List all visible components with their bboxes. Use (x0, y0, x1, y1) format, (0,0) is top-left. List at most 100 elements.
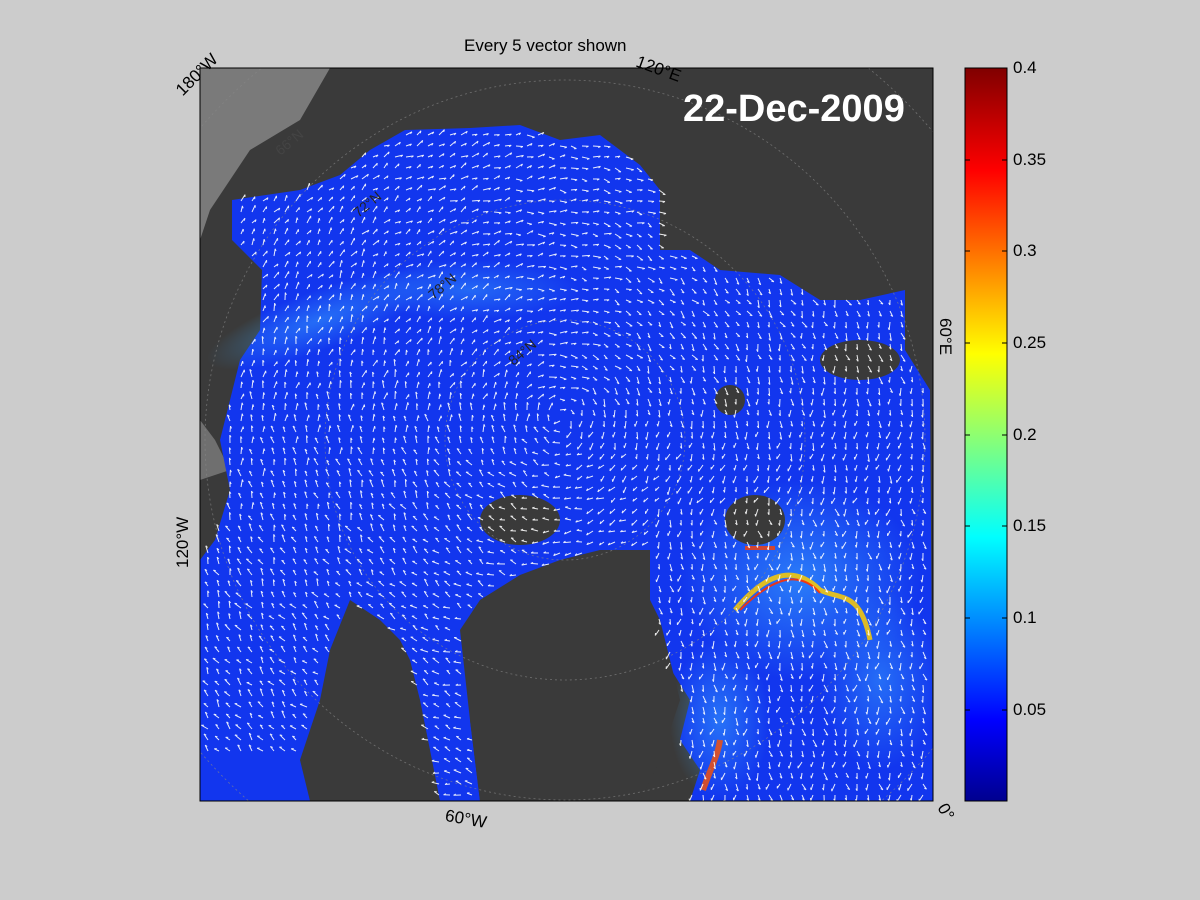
drift-vector-head (332, 294, 335, 298)
drift-vector (768, 387, 771, 396)
drift-vector-head (565, 464, 569, 467)
drift-vector-head (454, 328, 457, 332)
drift-vector-head (273, 458, 276, 462)
drift-vector-head (461, 349, 464, 353)
drift-vector (575, 486, 583, 489)
drift-vector (382, 447, 385, 455)
drift-vector-head (408, 242, 412, 246)
drift-vector-head (250, 624, 253, 627)
drift-vector (646, 431, 649, 440)
drift-vector-head (292, 569, 296, 572)
drift-vector (656, 574, 660, 583)
drift-vector (537, 265, 546, 268)
drift-vector (909, 365, 913, 373)
drift-vector-head (923, 547, 927, 550)
drift-vector (898, 497, 902, 505)
drift-vector-head (254, 219, 257, 223)
drift-vector-head (228, 457, 232, 461)
drift-vector-head (799, 479, 802, 483)
drift-vector (394, 262, 401, 268)
drift-vector (746, 354, 748, 362)
drift-vector (245, 659, 253, 664)
drift-vector (240, 194, 246, 202)
drift-vector-head (900, 314, 903, 318)
drift-vector-head (714, 567, 718, 570)
drift-vector (845, 475, 848, 483)
drift-vector (423, 558, 429, 565)
drift-vector (335, 503, 341, 510)
drift-vector-head (813, 556, 817, 560)
drift-vector (690, 453, 693, 462)
drift-vector (282, 447, 286, 455)
drift-vector-head (690, 512, 692, 516)
drift-vector (515, 413, 518, 422)
drift-vector (449, 252, 456, 257)
drift-vector-head (341, 281, 343, 285)
drift-vector (609, 519, 616, 526)
drift-vector-head (306, 315, 309, 319)
drift-vector-head (521, 275, 524, 279)
drift-vector-head (865, 569, 868, 572)
drift-vector (325, 435, 330, 444)
drift-vector-head (465, 131, 468, 134)
drift-vector (324, 514, 330, 521)
drift-vector-head (447, 402, 450, 406)
drift-vector-head (867, 633, 870, 636)
drift-vector (669, 585, 675, 593)
drift-vector (383, 218, 391, 224)
drift-vector-head (575, 221, 579, 225)
drift-vector-head (617, 213, 621, 215)
drift-vector (240, 447, 243, 455)
drift-vector-head (689, 668, 692, 671)
drift-vector (273, 303, 276, 312)
drift-vector-head (305, 591, 308, 595)
drift-vector (548, 353, 557, 356)
drift-vector (834, 310, 838, 317)
drift-vector-head (564, 531, 567, 535)
drift-vector (537, 288, 545, 292)
drift-vector-head (878, 578, 881, 581)
drift-vector-head (306, 325, 309, 329)
drift-vector (614, 265, 622, 268)
drift-vector (303, 623, 308, 631)
drift-vector (482, 187, 491, 191)
drift-vector (776, 563, 781, 571)
drift-vector-head (690, 522, 693, 526)
drift-vector-head (419, 241, 422, 244)
drift-vector (503, 402, 506, 411)
drift-vector (338, 414, 341, 422)
drift-vector-head (609, 468, 611, 471)
drift-vector (482, 243, 491, 246)
drift-vector-head (411, 525, 415, 528)
drift-vector-head (330, 381, 332, 385)
drift-vector-head (835, 336, 839, 339)
drift-vector (427, 259, 433, 268)
drift-vector-head (336, 470, 340, 473)
drift-vector (790, 354, 795, 362)
drift-vector-head (421, 176, 425, 179)
drift-vector-head (318, 349, 321, 352)
drift-vector-head (563, 473, 567, 476)
drift-vector-head (692, 314, 695, 318)
drift-vector-head (327, 501, 330, 505)
drift-vector (603, 200, 611, 203)
drift-vector-head (631, 543, 634, 547)
drift-vector-head (405, 349, 408, 353)
drift-vector-head (226, 537, 230, 540)
drift-vector-head (463, 185, 466, 189)
drift-vector-head (229, 491, 232, 494)
drift-vector (217, 590, 220, 598)
drift-vector (800, 442, 803, 451)
drift-vector (284, 369, 287, 378)
drift-vector (779, 299, 782, 308)
drift-vector (432, 617, 440, 620)
drift-vector-head (823, 369, 827, 373)
drift-vector-head (259, 548, 262, 551)
drift-vector-head (553, 394, 556, 398)
drift-vector-head (419, 164, 421, 167)
drift-vector-head (889, 338, 892, 342)
drift-vector-head (263, 217, 266, 221)
drift-vector-head (518, 361, 520, 365)
drift-vector-head (386, 230, 389, 234)
drift-vector-head (353, 207, 356, 211)
